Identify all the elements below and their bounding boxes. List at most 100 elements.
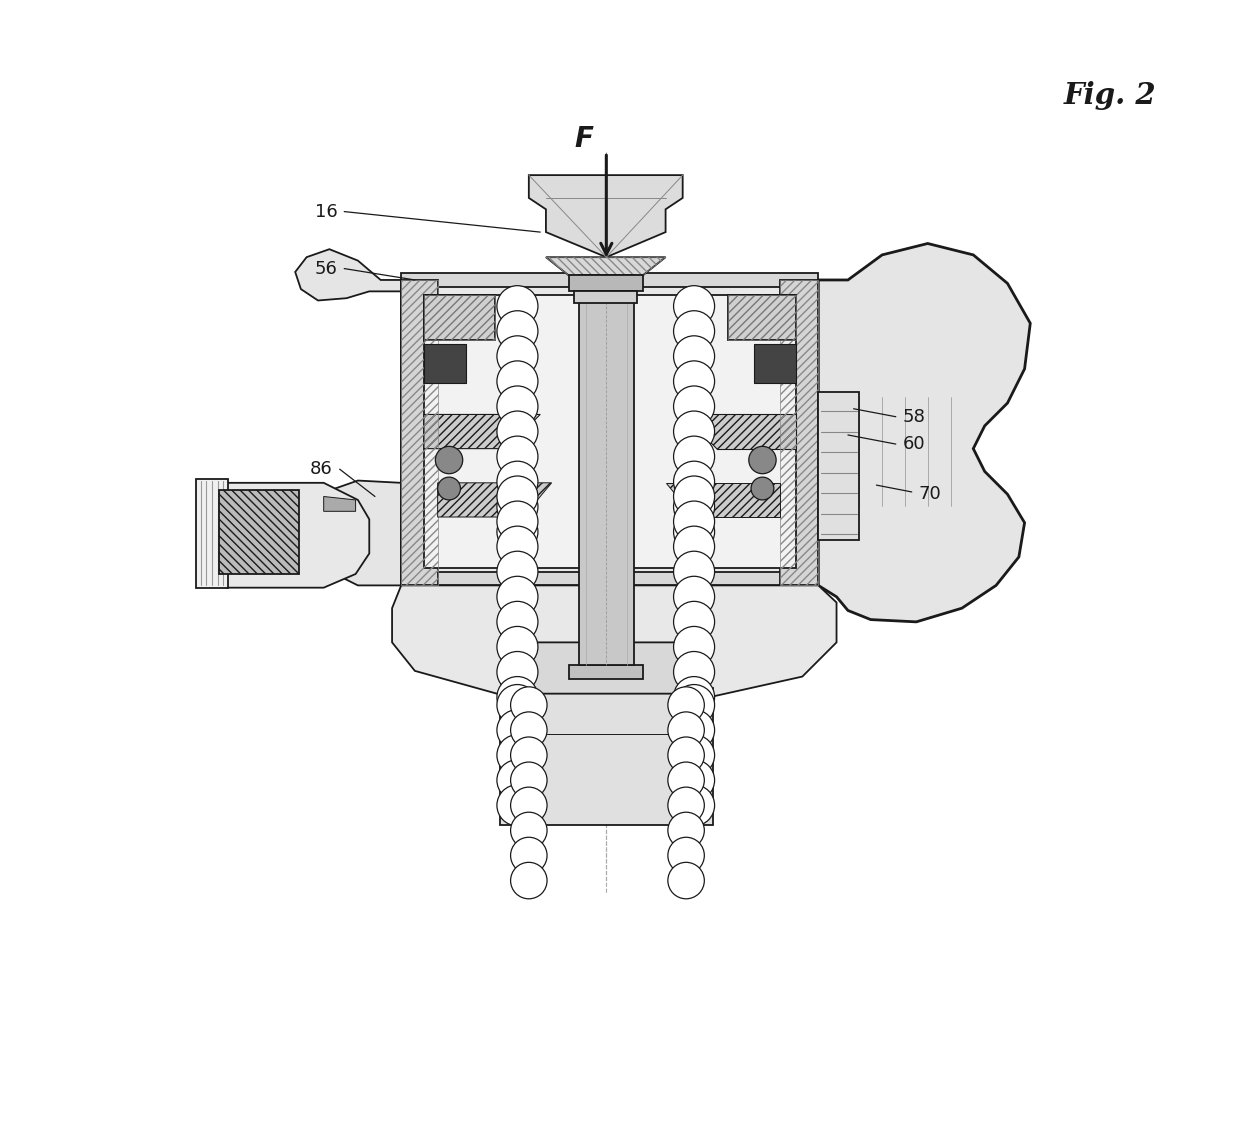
- Circle shape: [497, 386, 538, 427]
- Polygon shape: [324, 481, 402, 585]
- Polygon shape: [818, 243, 1030, 622]
- Bar: [196, 480, 228, 588]
- Polygon shape: [728, 295, 796, 340]
- Polygon shape: [402, 280, 818, 585]
- Circle shape: [668, 737, 704, 774]
- Circle shape: [497, 526, 538, 567]
- Polygon shape: [424, 295, 495, 340]
- Polygon shape: [546, 257, 666, 276]
- Circle shape: [668, 762, 704, 799]
- Circle shape: [511, 837, 547, 874]
- Polygon shape: [528, 176, 683, 257]
- Circle shape: [749, 447, 776, 474]
- Circle shape: [668, 862, 704, 899]
- Circle shape: [673, 311, 714, 351]
- Polygon shape: [324, 496, 356, 511]
- Circle shape: [668, 812, 704, 848]
- Circle shape: [668, 687, 704, 723]
- Text: 70: 70: [919, 486, 941, 503]
- Text: 60: 60: [903, 435, 925, 453]
- Circle shape: [497, 551, 538, 592]
- Circle shape: [673, 684, 714, 726]
- Circle shape: [511, 812, 547, 848]
- Circle shape: [673, 360, 714, 402]
- Polygon shape: [392, 585, 837, 708]
- Circle shape: [497, 709, 538, 751]
- Polygon shape: [506, 643, 707, 693]
- Circle shape: [673, 735, 714, 776]
- Circle shape: [673, 286, 714, 327]
- Circle shape: [673, 411, 714, 452]
- Circle shape: [497, 627, 538, 667]
- Bar: [402, 572, 818, 585]
- Polygon shape: [569, 276, 642, 292]
- Circle shape: [497, 360, 538, 402]
- Circle shape: [673, 461, 714, 502]
- Circle shape: [497, 602, 538, 643]
- Circle shape: [511, 788, 547, 823]
- Circle shape: [673, 709, 714, 751]
- Circle shape: [673, 501, 714, 542]
- Circle shape: [511, 762, 547, 799]
- Circle shape: [497, 311, 538, 351]
- Bar: [402, 273, 818, 287]
- Circle shape: [673, 436, 714, 478]
- Circle shape: [438, 478, 460, 499]
- Circle shape: [673, 526, 714, 567]
- Circle shape: [511, 737, 547, 774]
- Circle shape: [435, 447, 463, 474]
- Polygon shape: [574, 292, 637, 303]
- Polygon shape: [227, 483, 370, 588]
- Circle shape: [673, 511, 714, 552]
- Polygon shape: [424, 414, 541, 449]
- Circle shape: [497, 760, 538, 801]
- Text: 16: 16: [315, 202, 337, 220]
- Circle shape: [673, 386, 714, 427]
- Circle shape: [497, 436, 538, 478]
- Circle shape: [673, 760, 714, 801]
- Circle shape: [751, 478, 774, 499]
- Polygon shape: [780, 280, 818, 585]
- Text: Fig. 2: Fig. 2: [1064, 80, 1157, 110]
- Circle shape: [497, 652, 538, 692]
- Circle shape: [497, 735, 538, 776]
- Circle shape: [497, 676, 538, 718]
- Circle shape: [497, 501, 538, 542]
- Polygon shape: [438, 483, 552, 517]
- Circle shape: [497, 576, 538, 618]
- Polygon shape: [683, 414, 796, 449]
- Circle shape: [511, 862, 547, 899]
- Circle shape: [497, 286, 538, 327]
- Circle shape: [673, 676, 714, 718]
- Text: F: F: [574, 125, 593, 153]
- Polygon shape: [402, 280, 818, 414]
- Circle shape: [673, 602, 714, 643]
- Polygon shape: [295, 249, 402, 301]
- Polygon shape: [818, 391, 859, 540]
- Polygon shape: [424, 343, 466, 382]
- Circle shape: [511, 712, 547, 748]
- Circle shape: [673, 627, 714, 667]
- Polygon shape: [569, 665, 642, 678]
- Circle shape: [497, 785, 538, 825]
- Polygon shape: [579, 276, 634, 665]
- Circle shape: [673, 652, 714, 692]
- Circle shape: [497, 461, 538, 502]
- Circle shape: [668, 837, 704, 874]
- Circle shape: [673, 551, 714, 592]
- Circle shape: [497, 487, 538, 527]
- Circle shape: [673, 336, 714, 377]
- Circle shape: [497, 476, 538, 517]
- Polygon shape: [218, 490, 299, 574]
- Polygon shape: [424, 295, 796, 568]
- Circle shape: [497, 684, 538, 726]
- Circle shape: [673, 487, 714, 527]
- Text: 86: 86: [310, 460, 332, 479]
- Polygon shape: [402, 483, 818, 585]
- Polygon shape: [500, 688, 713, 824]
- Text: 58: 58: [903, 408, 925, 426]
- Circle shape: [668, 712, 704, 748]
- Circle shape: [497, 336, 538, 377]
- Circle shape: [497, 511, 538, 552]
- Circle shape: [673, 576, 714, 618]
